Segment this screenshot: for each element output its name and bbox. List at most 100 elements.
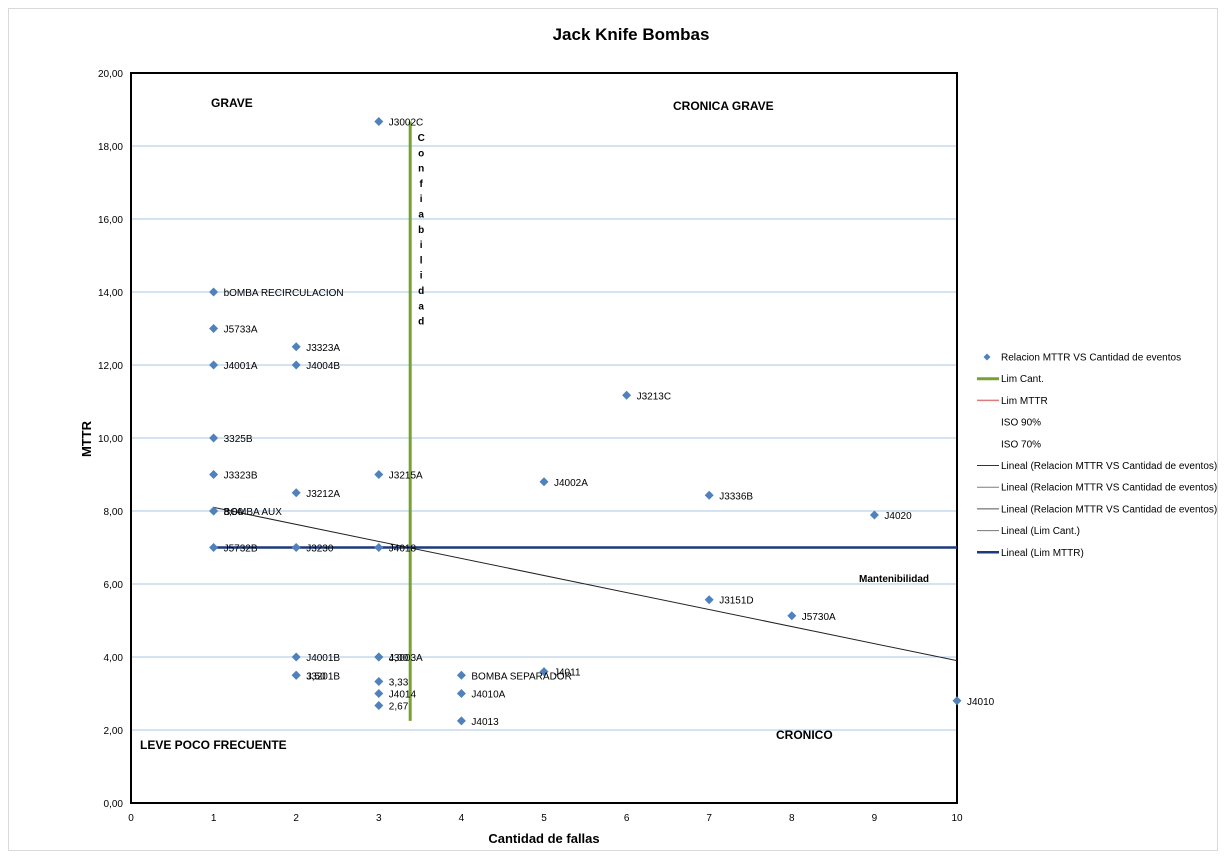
y-tick-label: 2,00 [104, 726, 124, 737]
plot-area [130, 72, 958, 804]
data-label: J5732B [224, 544, 258, 555]
data-point [291, 543, 301, 552]
data-point [787, 611, 797, 621]
x-tick-label: 7 [706, 813, 712, 824]
data-label: J3230 [306, 544, 334, 555]
y-tick-label: 0,00 [104, 799, 124, 810]
data-label: 8,00 [224, 507, 244, 518]
y-tick-label: 8,00 [104, 507, 124, 518]
gridlines [131, 145, 957, 731]
data-point [704, 490, 714, 500]
data-point [291, 652, 301, 662]
x-tick-label: 10 [951, 813, 963, 824]
confiabilidad-letter: o [418, 148, 424, 159]
series-line [213, 506, 958, 662]
confiabilidad-letter: i [420, 240, 423, 251]
reference-lines [213, 121, 958, 721]
data-label: J5733A [224, 325, 258, 336]
x-tick-label: 6 [624, 813, 630, 824]
confiabilidad-letter: d [418, 317, 424, 328]
data-label: J3215A [389, 471, 423, 482]
data-point [209, 506, 219, 516]
data-label: J4018 [389, 544, 417, 555]
x-tick-label: 3 [376, 813, 382, 824]
y-tick-label: 6,00 [104, 580, 124, 591]
legend-entry: Relacion MTTR VS Cantidad de eventos [1001, 353, 1181, 364]
data-label: J3323B [224, 471, 258, 482]
legend-entry: Lim MTTR [1001, 396, 1048, 407]
data-label: BOMBA SEPARADOR [471, 671, 571, 682]
quadrant-grave: GRAVE [211, 96, 253, 110]
data-label: J3003A [389, 653, 423, 664]
data-label: J4001B [306, 653, 340, 664]
x-tick-label: 5 [541, 813, 547, 824]
chart-title: Jack Knife Bombas [553, 25, 710, 44]
x-tick-label: 0 [128, 813, 134, 824]
confiabilidad-letter: a [418, 301, 424, 312]
data-point [374, 689, 384, 698]
quadrant-cronico: CRONICO [776, 728, 833, 742]
x-axis-ticks: 0 1 2 3 4 5 6 7 8 9 10 [128, 813, 963, 824]
data-point [209, 360, 219, 370]
data-point [869, 510, 879, 520]
legend-entry: Lineal (Relacion MTTR VS Cantidad de eve… [1001, 461, 1217, 472]
legend: Relacion MTTR VS Cantidad de eventos Lim … [977, 353, 1217, 559]
confiabilidad-letter: d [418, 286, 424, 297]
data-point [539, 667, 549, 677]
confiabilidad-letter: l [420, 255, 423, 266]
data-point [209, 470, 219, 479]
data-point [209, 287, 219, 297]
chart-frame: Jack Knife Bombas 0,00 2,00 4,00 6,00 8,00 10… [8, 8, 1218, 851]
data-label: J3151D [719, 596, 753, 607]
confiabilidad-letter: i [420, 271, 423, 282]
x-tick-label: 1 [211, 813, 217, 824]
confiabilidad-letter: a [418, 210, 424, 221]
confiabilidad-letter: n [418, 164, 424, 175]
y-tick-label: 10,00 [98, 434, 123, 445]
data-label: J4004B [306, 361, 340, 372]
data-point [952, 696, 962, 706]
data-point [456, 716, 466, 726]
confiabilidad-letter: f [420, 179, 424, 190]
confiabilidad-letter: i [420, 194, 423, 205]
mantenibilidad-label: Mantenibilidad [859, 574, 929, 585]
legend-entry: Lineal (Lim Cant.) [1001, 526, 1080, 537]
data-label: J3323A [306, 343, 340, 354]
x-tick-label: 2 [293, 813, 299, 824]
legend-entry: ISO 70% [1001, 439, 1041, 450]
y-axis-title: MTTR [79, 420, 94, 457]
data-label: BOMBA AUX [224, 507, 283, 518]
data-point [291, 360, 301, 370]
data-label: 3325B [224, 434, 253, 445]
scatter-chart: Jack Knife Bombas 0,002,004,006,008,0010… [79, 25, 1217, 846]
data-label: J5730A [802, 612, 836, 623]
y-tick-label: 16,00 [98, 215, 123, 226]
data-label: J4002A [554, 478, 588, 489]
data-label: 4,00 [389, 653, 409, 664]
legend-entry: ISO 90% [1001, 418, 1041, 429]
data-point [209, 543, 219, 552]
data-point [209, 324, 219, 333]
data-point [291, 488, 301, 498]
y-tick-label: 20,00 [98, 69, 123, 80]
x-axis-title: Cantidad de fallas [488, 831, 599, 846]
data-label: J4001A [224, 361, 258, 372]
data-point [374, 470, 384, 479]
data-point [209, 433, 219, 443]
x-tick-label: 9 [872, 813, 878, 824]
data-label: J4020 [884, 511, 912, 522]
y-axis-ticks: 0,00 2,00 4,00 6,00 8,00 10,00 12,00 14,00 16,00… [98, 69, 123, 810]
y-tick-label: 12,00 [98, 361, 123, 372]
data-point [374, 117, 384, 127]
quadrant-leve-poco-frecuente: LEVE POCO FRECUENTE [140, 738, 287, 752]
data-points [209, 117, 962, 726]
data-label: bOMBA RECIRCULACION [224, 288, 344, 299]
data-point [456, 689, 466, 698]
legend-entry: Lim Cant. [1001, 374, 1044, 385]
confiabilidad-letter: C [418, 133, 425, 144]
data-label: J3336B [719, 491, 753, 502]
data-label: 2,67 [389, 702, 409, 713]
data-label: J4014 [389, 690, 417, 701]
data-point [539, 477, 549, 487]
